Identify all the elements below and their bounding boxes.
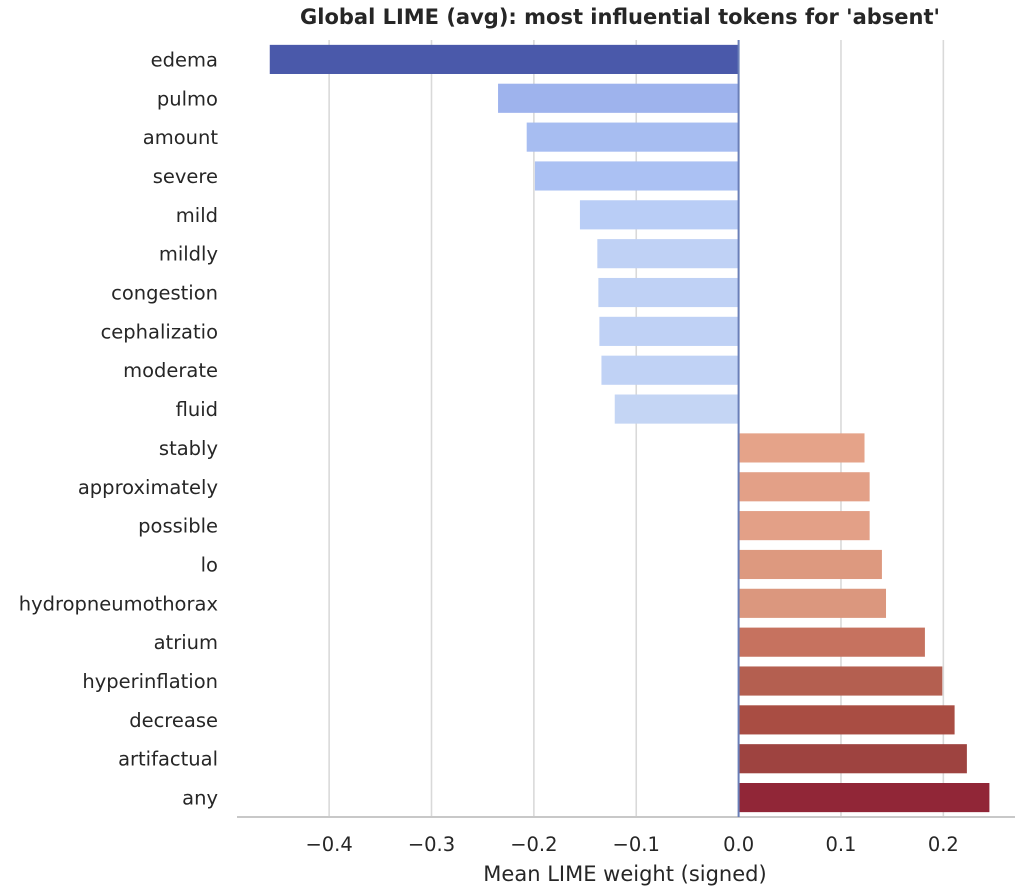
- x-tick-labels: −0.4 −0.3 −0.2 −0.1 0.0 0.1 0.2: [305, 833, 958, 856]
- bar-mild: [579, 200, 739, 230]
- bar-severe: [534, 161, 739, 191]
- bar-cephalizatio: [599, 316, 739, 346]
- y-tick-labels: edema pulmo amount severe mild mildly congesti…: [19, 48, 219, 809]
- y-tick-label: lo: [201, 553, 218, 576]
- x-tick-label: 0.0: [723, 833, 754, 856]
- x-tick-label: 0.1: [825, 833, 856, 856]
- x-tick-label: −0.1: [613, 833, 660, 856]
- bar-pulmo: [498, 83, 739, 113]
- y-tick-label: hyperinflation: [82, 670, 218, 693]
- bar-edema: [269, 44, 739, 74]
- bar-approximately: [738, 472, 870, 502]
- bar-mildly: [597, 239, 739, 269]
- bar-moderate: [601, 355, 739, 385]
- y-tick-label: atrium: [154, 631, 218, 654]
- x-tick-label: 0.2: [928, 833, 959, 856]
- x-tick-label: −0.2: [510, 833, 557, 856]
- y-tick-label: hydropneumothorax: [19, 592, 218, 615]
- y-tick-label: fluid: [176, 398, 218, 421]
- chart-title: Global LIME (avg): most influential toke…: [300, 5, 940, 29]
- bar-atrium: [738, 627, 925, 657]
- y-tick-label: amount: [143, 126, 219, 149]
- y-tick-label: artifactual: [118, 748, 218, 771]
- bar-hydropneumothorax: [738, 588, 887, 618]
- y-tick-label: mildly: [159, 243, 218, 266]
- bar-hyperinflation: [738, 666, 943, 696]
- bar-possible: [738, 511, 870, 541]
- bar-fluid: [614, 394, 739, 424]
- x-axis-label: Mean LIME weight (signed): [483, 862, 766, 886]
- bar-artifactual: [738, 744, 967, 774]
- y-tick-label: mild: [176, 204, 218, 227]
- y-tick-label: stably: [159, 437, 218, 460]
- bar-congestion: [598, 277, 739, 308]
- bar-amount: [526, 122, 739, 152]
- x-tick-label: −0.4: [305, 833, 352, 856]
- bars: [269, 44, 990, 813]
- y-tick-label: moderate: [123, 359, 218, 382]
- y-tick-label: decrease: [129, 709, 218, 732]
- x-tick-label: −0.3: [408, 833, 455, 856]
- bar-any: [738, 783, 990, 813]
- grid-lines: [328, 40, 945, 817]
- bar-decrease: [738, 705, 955, 735]
- y-tick-label: approximately: [78, 476, 218, 499]
- y-tick-label: congestion: [111, 282, 218, 305]
- y-tick-label: any: [182, 787, 218, 810]
- y-tick-label: cephalizatio: [101, 320, 218, 343]
- y-tick-label: edema: [151, 48, 218, 71]
- y-tick-label: pulmo: [157, 87, 218, 110]
- y-tick-label: possible: [138, 515, 218, 538]
- bar-stably: [738, 433, 865, 463]
- bar-lo: [738, 549, 882, 580]
- y-tick-label: severe: [153, 165, 218, 188]
